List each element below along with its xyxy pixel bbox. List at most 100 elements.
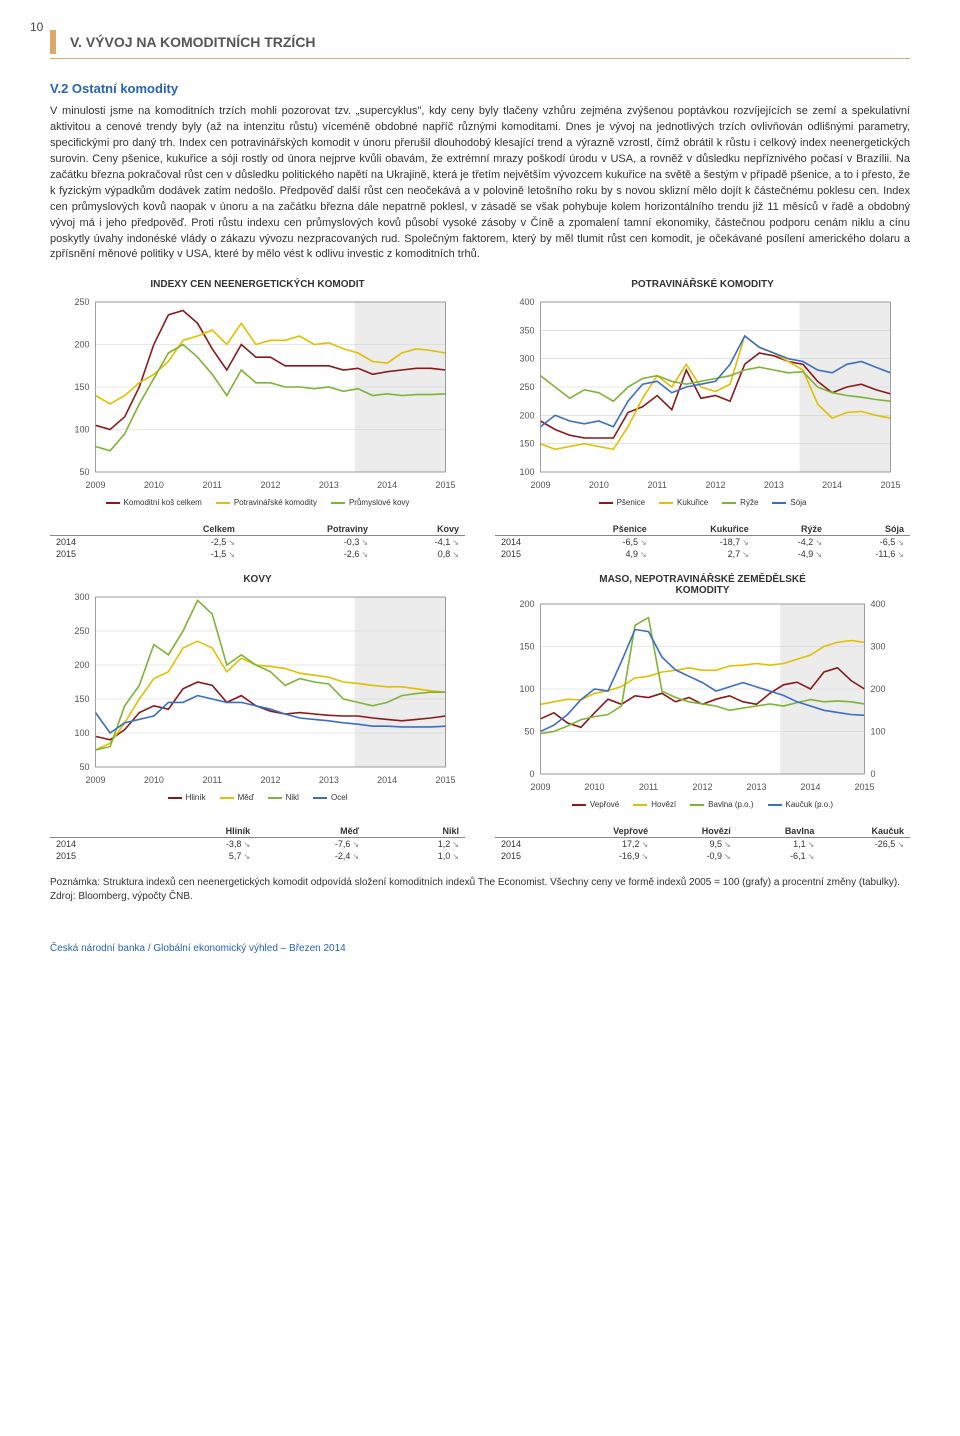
table-header: Vepřové — [559, 825, 654, 838]
table-header — [50, 825, 146, 838]
svg-text:2012: 2012 — [705, 480, 725, 490]
section-subtitle: V.2 Ostatní komodity — [50, 81, 910, 96]
legend-label: Pšenice — [617, 498, 645, 507]
legend-label: Průmyslové kovy — [349, 498, 409, 507]
legend-swatch — [768, 804, 782, 806]
legend-swatch — [572, 804, 586, 806]
svg-text:2011: 2011 — [202, 480, 221, 490]
legend-swatch — [106, 502, 120, 504]
svg-text:300: 300 — [871, 642, 886, 652]
svg-text:200: 200 — [519, 411, 534, 421]
body-paragraph: V minulosti jsme na komoditních trzích m… — [50, 104, 910, 263]
table-header: Měď — [256, 825, 365, 838]
table-header: Kovy — [374, 523, 465, 536]
table-cell: -4,9 — [755, 548, 828, 560]
table-cell: -6,1 — [737, 850, 821, 862]
chart1-title: INDEXY CEN NEENERGETICKÝCH KOMODIT — [50, 279, 465, 290]
table-cell: -2,4 — [256, 850, 365, 862]
table-cell: -11,6 — [828, 548, 910, 560]
svg-text:2010: 2010 — [589, 480, 609, 490]
chart1-legend: Komoditní koš celkemPotravinářské komodi… — [50, 498, 465, 507]
svg-text:100: 100 — [519, 467, 534, 477]
svg-text:0: 0 — [529, 769, 534, 779]
legend-label: Kaučuk (p.o.) — [786, 800, 834, 809]
legend-swatch — [772, 502, 786, 504]
table-header: Potraviny — [241, 523, 374, 536]
legend-label: Ocel — [331, 793, 347, 802]
table-cell: 17,2 — [559, 838, 654, 851]
legend-swatch — [268, 797, 282, 799]
legend-swatch — [690, 804, 704, 806]
svg-text:250: 250 — [74, 626, 89, 636]
svg-text:2010: 2010 — [144, 480, 164, 490]
legend-item: Kukuřice — [659, 498, 708, 507]
chart3-svg: 5010015020025030020092010201120122013201… — [50, 589, 465, 789]
svg-text:2009: 2009 — [85, 480, 105, 490]
svg-text:2014: 2014 — [800, 782, 820, 792]
table-maso: VepřovéHovězíBavlnaKaučuk201417,29,51,1-… — [495, 825, 910, 862]
svg-text:2013: 2013 — [746, 782, 766, 792]
table-row: 2015-16,9-0,9-6,1 — [495, 850, 910, 862]
table-row: 2014-6,5-18,7-4,2-6,5 — [495, 536, 910, 549]
svg-text:100: 100 — [519, 684, 534, 694]
legend-item: Hliník — [168, 793, 206, 802]
legend-label: Kukuřice — [677, 498, 708, 507]
table-cell: -16,9 — [559, 850, 654, 862]
table-cell: -2,6 — [241, 548, 374, 560]
table-cell: 0,8 — [374, 548, 465, 560]
chart-kovy: KOVY 50100150200250300200920102011201220… — [50, 574, 465, 809]
svg-text:2014: 2014 — [377, 480, 397, 490]
legend-swatch — [599, 502, 613, 504]
table-row: 201417,29,51,1-26,5 — [495, 838, 910, 851]
svg-text:2015: 2015 — [880, 480, 900, 490]
chart-maso: MASO, NEPOTRAVINÁŘSKÉ ZEMĚDĚLSKÉ KOMODIT… — [495, 574, 910, 809]
chart4-title-2: KOMODITY — [495, 585, 910, 596]
legend-swatch — [220, 797, 234, 799]
legend-label: Hliník — [186, 793, 206, 802]
table-cell: -6,5 — [560, 536, 653, 549]
table-celkem: CelkemPotravinyKovy2014-2,5-0,3-4,12015-… — [50, 523, 465, 560]
table-potraviny: PšeniceKukuřiceRýžeSója2014-6,5-18,7-4,2… — [495, 523, 910, 560]
svg-text:150: 150 — [74, 694, 89, 704]
chart-indexy: INDEXY CEN NEENERGETICKÝCH KOMODIT 50100… — [50, 279, 465, 507]
legend-label: Komoditní koš celkem — [124, 498, 202, 507]
table-cell: 2014 — [495, 536, 560, 549]
svg-text:2013: 2013 — [764, 480, 784, 490]
table-cell: 2014 — [50, 838, 146, 851]
legend-item: Ocel — [313, 793, 347, 802]
chart3-title: KOVY — [50, 574, 465, 585]
svg-text:300: 300 — [519, 354, 534, 364]
table-cell: -1,5 — [130, 548, 241, 560]
table-header: Kukuřice — [653, 523, 755, 536]
chart3-legend: Hliník Měď Nikl Ocel — [50, 793, 465, 802]
svg-text:2011: 2011 — [639, 782, 658, 792]
svg-text:2014: 2014 — [377, 775, 397, 785]
legend-item: Měď — [220, 793, 254, 802]
legend-swatch — [722, 502, 736, 504]
legend-swatch — [633, 804, 647, 806]
table-header: Rýže — [755, 523, 828, 536]
footnote: Poznámka: Struktura indexů cen neenerget… — [50, 876, 910, 903]
table-cell: 5,7 — [146, 850, 256, 862]
svg-text:350: 350 — [519, 326, 534, 336]
table-cell: -4,2 — [755, 536, 828, 549]
svg-text:150: 150 — [74, 382, 89, 392]
legend-label: Vepřové — [590, 800, 619, 809]
table-header: Hliník — [146, 825, 256, 838]
svg-text:2013: 2013 — [319, 775, 339, 785]
legend-swatch — [659, 502, 673, 504]
legend-label: Nikl — [286, 793, 299, 802]
header-accent — [50, 30, 56, 54]
chart2-svg: 1001502002503003504002009201020112012201… — [495, 294, 910, 494]
legend-item: Rýže — [722, 498, 758, 507]
chart2-title: POTRAVINÁŘSKÉ KOMODITY — [495, 279, 910, 290]
table-cell: -18,7 — [653, 536, 755, 549]
svg-text:250: 250 — [519, 382, 534, 392]
table-cell: -6,5 — [828, 536, 910, 549]
legend-label: Hovězí — [651, 800, 676, 809]
table-cell: 9,5 — [654, 838, 737, 851]
page-number: 10 — [30, 20, 43, 34]
svg-text:100: 100 — [74, 728, 89, 738]
table-header — [50, 523, 130, 536]
table-header: Celkem — [130, 523, 241, 536]
